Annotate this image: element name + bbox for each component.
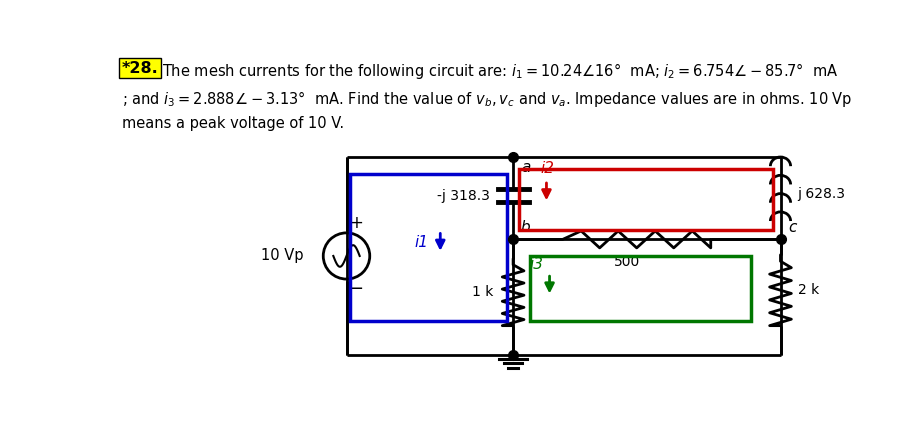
Text: c: c xyxy=(787,220,795,235)
Text: 500: 500 xyxy=(614,255,640,269)
Text: 2 k: 2 k xyxy=(797,283,818,297)
Text: *28.: *28. xyxy=(121,61,159,76)
Text: 1 k: 1 k xyxy=(472,285,493,299)
Text: 10 Vp: 10 Vp xyxy=(261,248,303,264)
Text: ; and $i_3 = 2.888\angle - 3.13°$  mA. Find the value of $v_b, v_c$ and $v_a$. I: ; and $i_3 = 2.888\angle - 3.13°$ mA. Fi… xyxy=(121,89,851,109)
Text: b: b xyxy=(520,220,530,235)
Text: -j 318.3: -j 318.3 xyxy=(436,189,489,203)
Text: −: − xyxy=(348,280,363,298)
Text: a: a xyxy=(520,160,529,175)
Bar xyxy=(518,169,772,230)
Bar xyxy=(350,174,507,321)
Text: i3: i3 xyxy=(528,257,543,272)
Text: means a peak voltage of 10 V.: means a peak voltage of 10 V. xyxy=(121,116,343,131)
Text: j 628.3: j 628.3 xyxy=(797,187,844,201)
Text: i2: i2 xyxy=(539,161,554,176)
Bar xyxy=(529,256,751,321)
Text: i1: i1 xyxy=(415,235,428,250)
Text: +: + xyxy=(349,214,363,232)
Text: The mesh currents for the following circuit are: $i_1 = 10.24\angle16°$  mA; $i_: The mesh currents for the following circ… xyxy=(162,61,838,81)
